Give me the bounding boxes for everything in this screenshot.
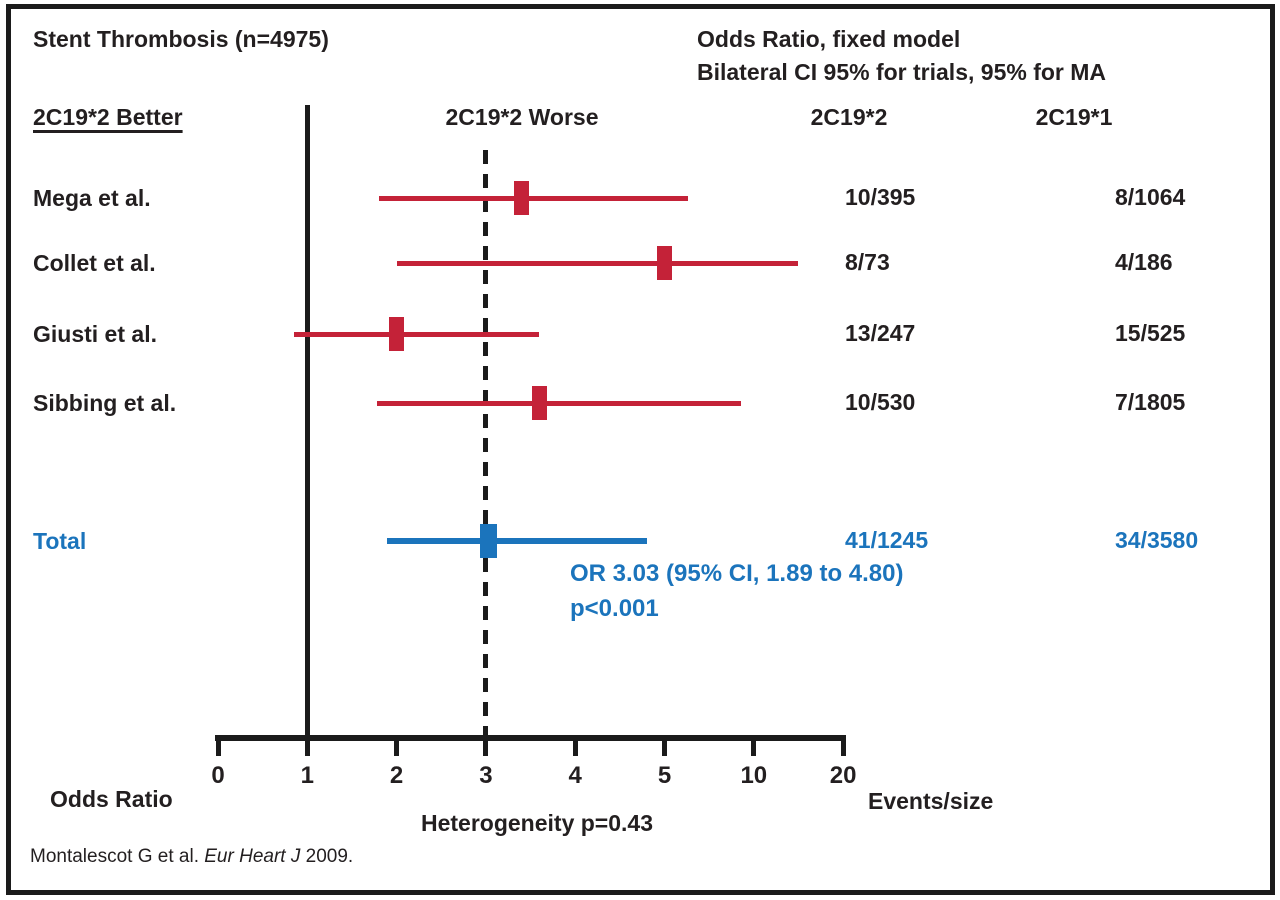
study-events-allele1: 4/186 xyxy=(1115,249,1173,275)
column-header-better: 2C19*2 Better xyxy=(33,104,183,130)
x-axis-tick-label: 2 xyxy=(389,762,404,789)
x-axis-tick xyxy=(215,735,221,756)
x-axis-tick xyxy=(572,735,578,756)
figure-title: Stent Thrombosis (n=4975) xyxy=(33,26,329,52)
column-header-allele2: 2C19*2 xyxy=(810,104,888,130)
total-ci-line xyxy=(386,538,647,544)
x-axis-line xyxy=(215,735,847,741)
study-or-marker xyxy=(657,246,672,280)
x-axis-tick xyxy=(394,735,400,756)
x-axis-title: Odds Ratio xyxy=(50,786,173,812)
x-axis-tick xyxy=(840,735,846,756)
citation-suffix: 2009. xyxy=(300,846,354,867)
study-events-allele2: 10/395 xyxy=(845,184,916,210)
study-or-marker xyxy=(389,317,405,351)
x-axis-tick xyxy=(662,735,667,756)
study-label: Sibbing et al. xyxy=(33,389,177,416)
model-subtitle-line1: Odds Ratio, fixed model xyxy=(697,26,961,52)
study-label: Collet et al. xyxy=(33,249,156,276)
x-axis-tick-label: 20 xyxy=(829,762,857,789)
study-events-allele1: 7/1805 xyxy=(1115,389,1186,415)
study-events-allele1: 8/1064 xyxy=(1115,184,1186,210)
study-ci-line xyxy=(293,331,540,337)
study-events-allele2: 13/247 xyxy=(845,320,916,346)
study-ci-line xyxy=(396,260,799,266)
study-or-marker xyxy=(531,386,547,420)
heterogeneity-label: Heterogeneity p=0.43 xyxy=(420,810,654,836)
total-events-allele2: 41/1245 xyxy=(845,527,929,553)
x-axis-tick-label: 10 xyxy=(740,762,768,789)
summary-or-text: OR 3.03 (95% CI, 1.89 to 4.80) xyxy=(570,560,904,587)
study-ci-line xyxy=(378,195,688,201)
total-label: Total xyxy=(33,527,87,554)
study-label: Mega et al. xyxy=(33,184,151,211)
x-axis-tick xyxy=(304,735,310,756)
study-ci-line xyxy=(376,400,742,406)
x-axis-tick-label: 1 xyxy=(300,762,314,789)
total-events-allele1: 34/3580 xyxy=(1115,527,1199,553)
summary-p-value: p<0.001 xyxy=(570,595,659,622)
citation-journal: Eur Heart J xyxy=(204,846,301,867)
x-axis-tick-label: 5 xyxy=(657,762,672,789)
citation: Montalescot G et al. Eur Heart J 2009. xyxy=(30,846,353,868)
column-header-worse: 2C19*2 Worse xyxy=(445,104,599,130)
study-events-allele2: 10/530 xyxy=(845,389,916,415)
study-events-allele1: 15/525 xyxy=(1115,320,1186,346)
total-or-marker xyxy=(480,524,498,558)
study-label: Giusti et al. xyxy=(33,320,157,347)
x-axis-tick-label: 4 xyxy=(568,762,582,789)
model-subtitle-line2: Bilateral CI 95% for trials, 95% for MA xyxy=(697,59,1107,85)
study-or-marker xyxy=(514,181,530,215)
events-size-label: Events/size xyxy=(868,788,994,814)
x-axis-tick xyxy=(751,735,757,756)
reference-line-dashed xyxy=(483,150,489,754)
reference-line-solid xyxy=(304,105,310,754)
column-header-allele1: 2C19*1 xyxy=(1035,104,1113,130)
x-axis-tick-label: 3 xyxy=(479,762,493,789)
study-events-allele2: 8/73 xyxy=(845,249,890,275)
citation-prefix: Montalescot G et al. xyxy=(30,846,205,867)
x-axis-tick xyxy=(483,735,489,756)
x-axis-tick-label: 0 xyxy=(211,762,225,789)
